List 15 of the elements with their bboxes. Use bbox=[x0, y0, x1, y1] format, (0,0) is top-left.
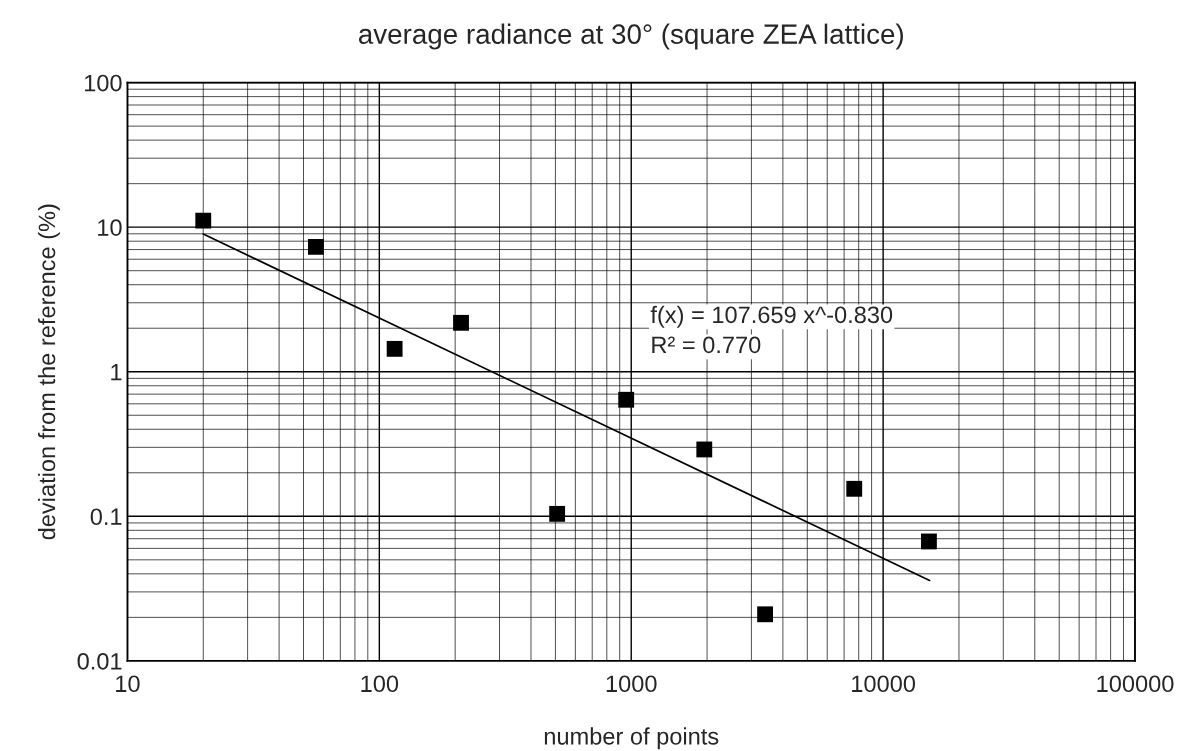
y-tick-label: 0.01 bbox=[77, 652, 122, 670]
y-tick-label: 10 bbox=[98, 219, 122, 236]
x-tick-label: 100 bbox=[361, 675, 399, 693]
annotation: f(x) = 107.659 x^-0.830 bbox=[650, 305, 893, 328]
x-tick-label: 10000 bbox=[852, 675, 916, 693]
x-tick-label: 1000 bbox=[606, 675, 657, 693]
y-tick-label: 100 bbox=[84, 74, 122, 92]
x-tick-label: 100000 bbox=[1097, 675, 1174, 693]
chart-title: average radiance at 30° (square ZEA lattice) bbox=[358, 23, 903, 50]
annotation: R² = 0.770 bbox=[652, 336, 761, 354]
y-tick-label: 0.1 bbox=[90, 508, 122, 526]
x-tick-label: 10 bbox=[116, 675, 140, 693]
x-axis-title: number of points bbox=[544, 727, 719, 750]
y-tick-label: 1 bbox=[111, 364, 122, 381]
y-axis-title: deviation from the reference (%) bbox=[37, 204, 60, 540]
